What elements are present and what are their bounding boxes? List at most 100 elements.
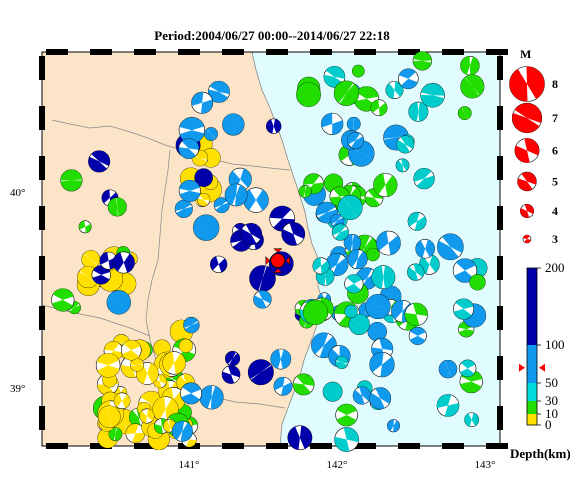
- event-compression-quadrant: [324, 173, 343, 185]
- event-compression-quadrant: [325, 383, 343, 402]
- earthquake-event: [346, 116, 361, 131]
- event-compression-quadrant: [514, 145, 530, 163]
- earthquake-event: [344, 274, 364, 294]
- event-compression-quadrant: [336, 415, 357, 426]
- event-compression-quadrant: [332, 120, 344, 135]
- event-compression-quadrant: [250, 365, 274, 385]
- event-compression-quadrant: [316, 202, 336, 216]
- earthquake-event: [270, 348, 292, 370]
- event-compression-quadrant: [163, 420, 171, 433]
- frame-tick-segment: [46, 49, 68, 55]
- earthquake-event: [407, 211, 427, 231]
- event-compression-quadrant: [385, 83, 395, 99]
- event-compression-quadrant: [130, 358, 144, 366]
- event-compression-quadrant: [92, 274, 110, 285]
- event-compression-quadrant: [104, 375, 117, 388]
- event-compression-quadrant: [69, 304, 81, 314]
- event-compression-quadrant: [512, 113, 540, 133]
- frame-tick-segment: [178, 49, 200, 55]
- earthquake-event: [365, 293, 391, 320]
- earthquake-event: [514, 138, 540, 163]
- magnitude-legend-label: 6: [552, 144, 558, 158]
- event-compression-quadrant: [215, 202, 230, 213]
- event-compression-quadrant: [369, 352, 384, 373]
- event-compression-quadrant: [296, 373, 315, 386]
- event-compression-quadrant: [223, 113, 245, 130]
- earthquake-event: [322, 381, 343, 402]
- event-compression-quadrant: [343, 195, 363, 218]
- earthquake-event: [207, 80, 230, 103]
- event-compression-quadrant: [204, 149, 221, 168]
- event-compression-quadrant: [401, 158, 410, 171]
- earthquake-event: [193, 214, 220, 241]
- earthquake-event: [171, 420, 193, 442]
- event-compression-quadrant: [396, 139, 410, 154]
- frame-tick-segment: [310, 443, 332, 449]
- event-compression-quadrant: [371, 265, 384, 289]
- event-compression-quadrant: [296, 86, 320, 107]
- event-compression-quadrant: [181, 138, 199, 150]
- earthquake-event: [321, 112, 344, 135]
- frame-tick-segment: [486, 49, 508, 55]
- event-compression-quadrant: [321, 112, 333, 128]
- earthquake-event: [296, 82, 321, 108]
- frame-tick-segment: [442, 443, 464, 449]
- event-compression-quadrant: [437, 240, 459, 260]
- event-compression-quadrant: [380, 356, 395, 377]
- event-compression-quadrant: [281, 382, 293, 396]
- earthquake-event: [407, 263, 425, 281]
- event-compression-quadrant: [469, 274, 486, 284]
- event-compression-quadrant: [460, 368, 475, 377]
- focal-mechanism-marker: [265, 248, 291, 273]
- earthquake-event: [517, 171, 537, 192]
- event-compression-quadrant: [348, 318, 368, 335]
- frame-tick-segment: [39, 356, 45, 380]
- earthquake-event: [210, 255, 228, 273]
- earthquake-event: [221, 365, 241, 384]
- earthquake-event: [191, 91, 214, 114]
- event-compression-quadrant: [52, 288, 74, 300]
- frame-tick-segment: [497, 256, 503, 280]
- event-compression-quadrant: [517, 178, 533, 191]
- earthquake-event: [398, 68, 419, 90]
- event-compression-quadrant: [388, 235, 401, 255]
- frame-tick-segment: [39, 56, 45, 80]
- event-compression-quadrant: [122, 394, 131, 409]
- earthquake-event: [408, 101, 429, 122]
- depth-marker-arrow: [519, 363, 525, 372]
- event-compression-quadrant: [245, 223, 262, 240]
- event-compression-quadrant: [355, 251, 368, 269]
- magnitude-legend-title: M: [520, 47, 531, 61]
- event-compression-quadrant: [352, 234, 361, 252]
- event-compression-quadrant: [413, 51, 432, 61]
- depth-band: [527, 383, 537, 401]
- event-compression-quadrant: [444, 360, 457, 378]
- latitude-tick-labels: 40° 39°: [10, 187, 25, 395]
- frame-tick-segment: [222, 49, 244, 55]
- event-compression-quadrant: [139, 411, 147, 424]
- earthquake-event: [458, 359, 477, 378]
- depth-band: [527, 345, 537, 383]
- event-compression-quadrant: [436, 394, 452, 408]
- event-compression-quadrant: [158, 374, 167, 385]
- event-compression-quadrant: [304, 185, 312, 198]
- event-compression-quadrant: [130, 252, 138, 263]
- event-compression-quadrant: [521, 172, 537, 185]
- event-compression-quadrant: [81, 253, 98, 269]
- event-compression-quadrant: [471, 412, 479, 426]
- magnitude-legend-label: 8: [552, 77, 558, 91]
- earthquake-event: [376, 230, 401, 256]
- earthquake-event: [335, 403, 358, 427]
- event-compression-quadrant: [339, 345, 351, 364]
- frame-tick-segment: [266, 49, 288, 55]
- earthquake-event: [199, 385, 224, 410]
- prefecture-boundary: [51, 119, 291, 171]
- event-compression-quadrant: [409, 335, 426, 345]
- earthquake-event: [240, 223, 263, 246]
- event-compression-quadrant: [379, 338, 393, 351]
- earthquake-event: [298, 185, 312, 198]
- depth-tick-label: 50: [545, 375, 558, 390]
- event-compression-quadrant: [407, 212, 420, 227]
- earthquake-event: [178, 138, 200, 159]
- map-frame-ticks: [39, 49, 508, 449]
